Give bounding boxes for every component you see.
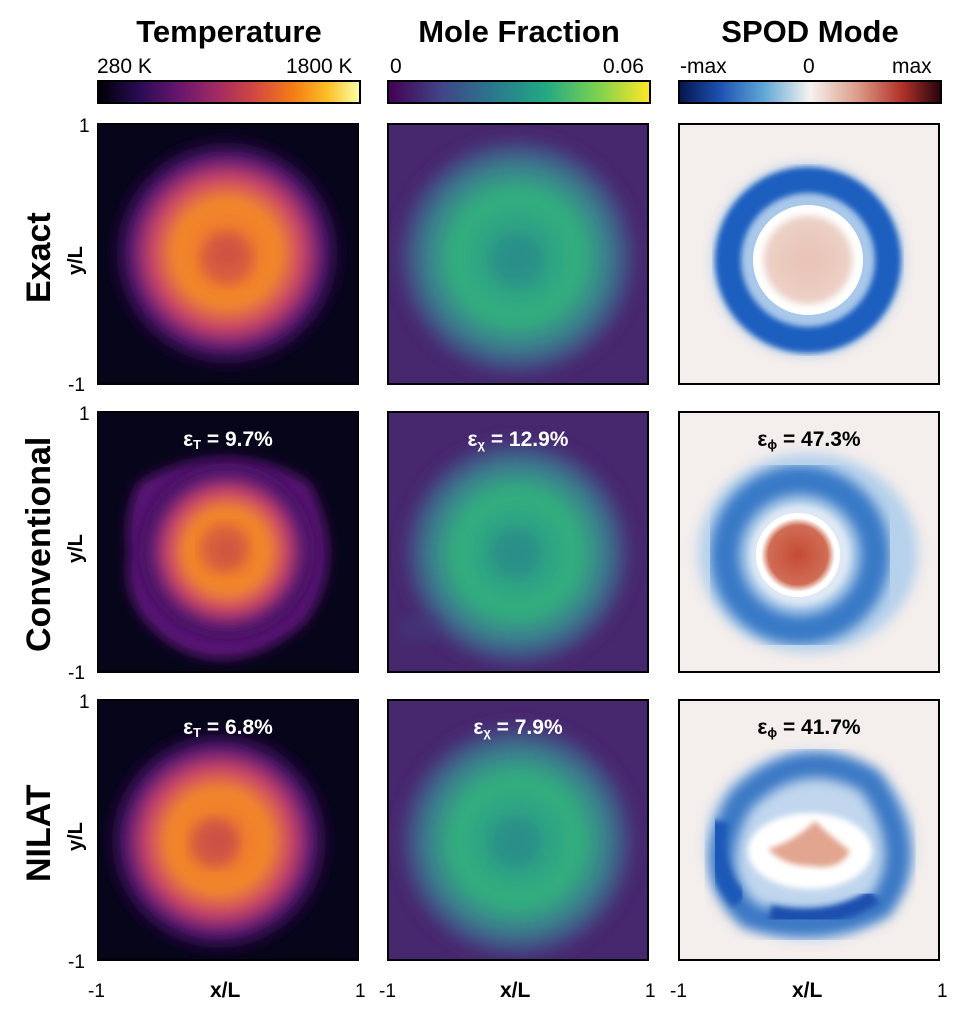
mole-fraction-cbar-min: 0 <box>390 55 402 78</box>
y-tick-top-row3: 1 <box>79 692 90 713</box>
panel-nilat-spod <box>678 699 940 961</box>
temperature-title: Temperature <box>136 14 322 49</box>
x-tick-left-col2: -1 <box>379 981 396 1002</box>
y-tick-bottom-row1: -1 <box>68 375 85 396</box>
error-conventional-temperature: εT = 9.7% <box>183 428 273 452</box>
error-nilat-mole-fraction: εχ = 7.9% <box>473 716 563 740</box>
row-label-nilat: NILAT <box>20 784 58 882</box>
x-tick-right-col1: 1 <box>355 981 366 1002</box>
panel-exact-spod <box>678 123 940 385</box>
panel-conventional-mole-fraction <box>387 411 649 673</box>
temperature-cbar-min: 280 K <box>97 55 152 78</box>
spod-cbar-max: max <box>892 55 932 78</box>
panel-exact-mole-fraction <box>387 123 649 385</box>
x-tick-left-col1: -1 <box>88 981 105 1002</box>
y-axis-label-row2: y/L <box>65 534 87 563</box>
spod-cbar-mid: 0 <box>803 55 815 78</box>
panel-conventional-temperature <box>97 411 359 673</box>
x-axis-label-col3: x/L <box>792 979 823 1002</box>
mole-fraction-cbar-max: 0.06 <box>603 55 644 78</box>
temperature-cbar-max: 1800 K <box>286 55 353 78</box>
y-tick-top-row1: 1 <box>79 116 90 137</box>
spod-mode-title: SPOD Mode <box>721 14 899 49</box>
error-conventional-spod: εϕ = 47.3% <box>757 428 861 452</box>
error-nilat-temperature: εT = 6.8% <box>183 716 273 740</box>
x-axis-label-col1: x/L <box>210 979 241 1002</box>
y-tick-top-row2: 1 <box>79 404 90 425</box>
mole-fraction-colorbar <box>387 80 651 104</box>
y-tick-bottom-row2: -1 <box>68 663 85 684</box>
panel-nilat-mole-fraction <box>387 699 649 961</box>
temperature-colorbar <box>97 80 361 104</box>
x-tick-right-col3: 1 <box>937 981 948 1002</box>
panel-nilat-temperature <box>97 699 359 961</box>
error-conventional-mole-fraction: εχ = 12.9% <box>467 428 569 452</box>
x-tick-left-col3: -1 <box>670 981 687 1002</box>
panel-exact-temperature <box>97 123 359 385</box>
row-label-exact: Exact <box>20 212 58 303</box>
panel-conventional-spod <box>678 411 940 673</box>
spod-cbar-min: -max <box>680 55 727 78</box>
x-tick-right-col2: 1 <box>645 981 656 1002</box>
x-axis-label-col2: x/L <box>500 979 531 1002</box>
error-nilat-spod: εϕ = 41.7% <box>757 716 861 740</box>
y-axis-label-row3: y/L <box>65 822 87 851</box>
row-label-conventional: Conventional <box>20 436 58 652</box>
spod-colorbar <box>678 80 942 104</box>
y-axis-label-row1: y/L <box>65 246 87 275</box>
y-tick-bottom-row3: -1 <box>68 952 85 973</box>
mole-fraction-title: Mole Fraction <box>418 14 620 49</box>
